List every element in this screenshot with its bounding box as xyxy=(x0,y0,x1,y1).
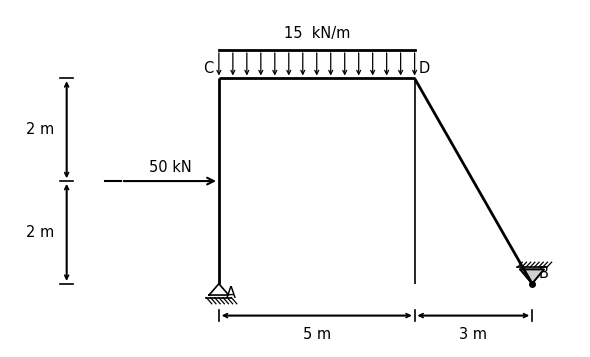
Text: C: C xyxy=(203,61,214,76)
Text: 2 m: 2 m xyxy=(27,225,55,240)
Text: 3 m: 3 m xyxy=(460,327,487,342)
Text: 50 kN: 50 kN xyxy=(149,160,191,175)
Text: 2 m: 2 m xyxy=(27,122,55,137)
Text: A: A xyxy=(225,286,235,301)
Text: 15  kN/m: 15 kN/m xyxy=(284,26,350,41)
Text: D: D xyxy=(419,61,430,76)
Text: B: B xyxy=(539,266,549,281)
Text: 5 m: 5 m xyxy=(303,327,331,342)
Polygon shape xyxy=(520,270,544,284)
